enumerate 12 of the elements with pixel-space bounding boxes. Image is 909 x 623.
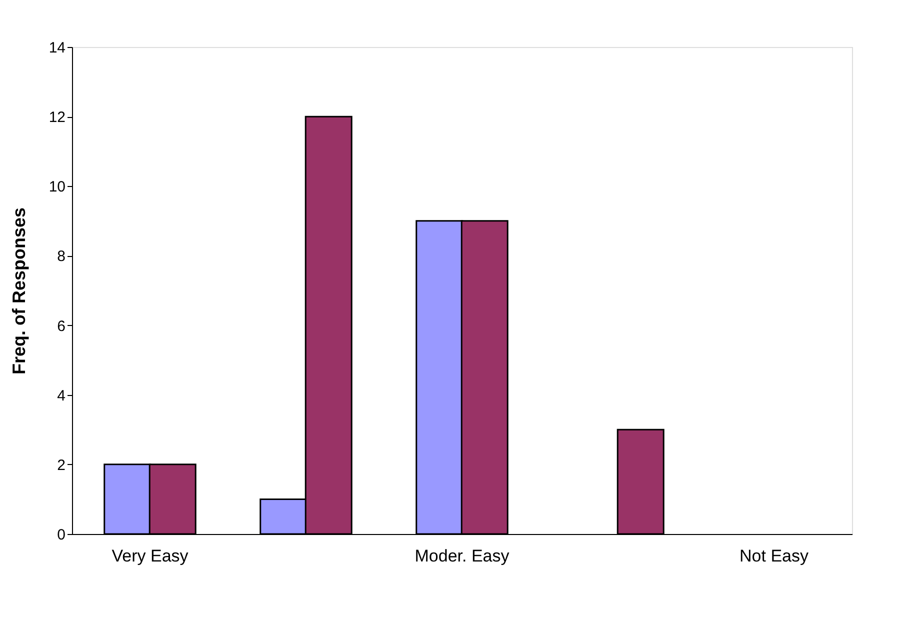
x-tick-label: Not Easy: [740, 546, 809, 566]
y-tick-label: 12: [48, 109, 66, 126]
x-tick-label: Very Easy: [112, 546, 189, 566]
y-tick-label: 4: [57, 387, 66, 404]
y-tick-label: 14: [48, 40, 66, 56]
y-tick-label: 2: [57, 456, 66, 474]
y-tick-label: 6: [57, 318, 66, 335]
x-tick-label: Moder. Easy: [414, 546, 510, 566]
y-tick-label: 0: [57, 526, 66, 544]
y-axis-title: Freq. of Responses: [8, 207, 29, 375]
y-tick-label: 8: [57, 248, 66, 266]
y-tick-label: 10: [48, 178, 66, 196]
